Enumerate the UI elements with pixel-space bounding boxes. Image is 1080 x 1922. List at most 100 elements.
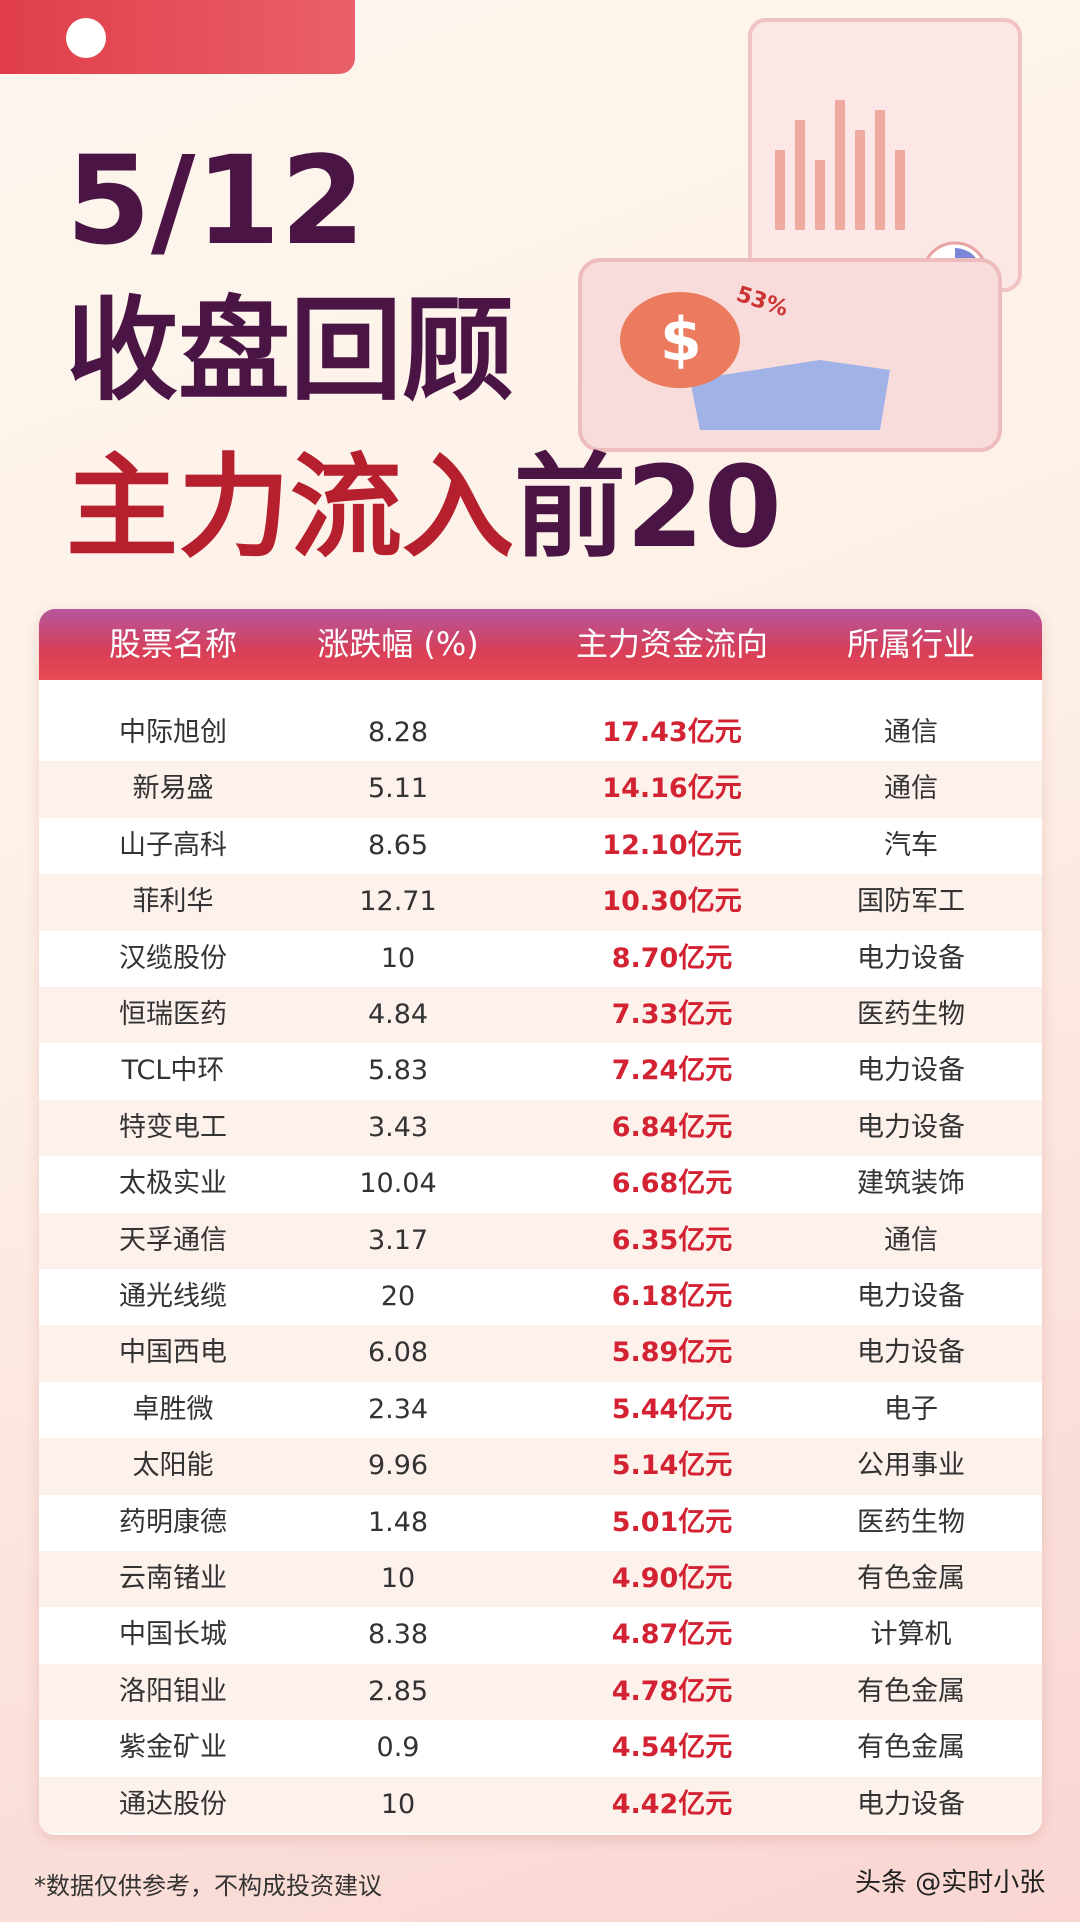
industry: 电力设备 xyxy=(857,942,965,974)
change-pct: 8.65 xyxy=(367,829,429,861)
table-header: 股票名称 涨跌幅 (%) 主力资金流向 所属行业 xyxy=(39,609,1042,680)
capital-flow: 6.35亿元 xyxy=(611,1224,733,1256)
stock-name: TCL中环 xyxy=(121,1055,225,1087)
stock-name: 新易盛 xyxy=(132,773,214,805)
stock-name: 洛阳钼业 xyxy=(119,1675,227,1707)
table-row: 汉缆股份 10 8.70亿元 电力设备 xyxy=(39,931,1042,987)
industry: 公用事业 xyxy=(857,1450,965,1482)
change-pct: 5.11 xyxy=(367,773,429,805)
industry: 有色金属 xyxy=(857,1732,965,1764)
capital-flow: 5.44亿元 xyxy=(611,1393,733,1425)
stock-name: 卓胜微 xyxy=(132,1393,214,1425)
change-pct: 9.96 xyxy=(367,1450,429,1482)
table-row: 洛阳钼业 2.85 4.78亿元 有色金属 xyxy=(39,1663,1042,1721)
stock-name: 中国西电 xyxy=(119,1337,227,1369)
table-row: 特变电工 3.43 6.84亿元 电力设备 xyxy=(39,1099,1042,1157)
disclaimer: *数据仅供参考，不构成投资建议 xyxy=(34,1872,382,1900)
stock-name: 天孚通信 xyxy=(119,1224,227,1256)
table-row: 新易盛 5.11 14.16亿元 通信 xyxy=(39,761,1042,818)
table-row: 卓胜微 2.34 5.44亿元 电子 xyxy=(39,1382,1042,1438)
table-row: 中际旭创 8.28 17.43亿元 通信 xyxy=(39,705,1042,761)
capital-flow: 17.43亿元 xyxy=(602,717,742,748)
subtitle: 主力流入前20 xyxy=(66,452,782,564)
table-row: 云南锗业 10 4.90亿元 有色金属 xyxy=(39,1551,1042,1608)
illustration-bars xyxy=(775,100,905,230)
change-pct: 2.85 xyxy=(367,1675,429,1707)
industry: 通信 xyxy=(884,773,938,805)
stock-name: 通光线缆 xyxy=(119,1281,227,1312)
capital-flow: 12.10亿元 xyxy=(602,829,742,861)
change-pct: 20 xyxy=(380,1281,416,1312)
subtitle-dark: 前20 xyxy=(514,443,782,573)
table-row: 通光线缆 20 6.18亿元 电力设备 xyxy=(39,1269,1042,1325)
change-pct: 0.9 xyxy=(376,1732,420,1764)
title: 收盘回顾 xyxy=(66,286,514,416)
industry: 汽车 xyxy=(884,829,938,861)
stock-name: 菲利华 xyxy=(132,886,214,918)
capital-flow: 4.78亿元 xyxy=(611,1675,733,1707)
table-row: 中国西电 6.08 5.89亿元 电力设备 xyxy=(39,1325,1042,1382)
capital-flow: 5.89亿元 xyxy=(611,1337,733,1369)
date: 5/12 xyxy=(66,130,366,272)
change-pct: 6.08 xyxy=(367,1337,429,1369)
industry: 电力设备 xyxy=(857,1111,965,1143)
table-row: 药明康德 1.48 5.01亿元 医药生物 xyxy=(39,1495,1042,1551)
capital-flow: 7.33亿元 xyxy=(611,999,733,1030)
industry: 电力设备 xyxy=(857,1055,965,1087)
capital-flow: 8.70亿元 xyxy=(611,942,733,974)
change-pct: 10.04 xyxy=(359,1168,437,1200)
industry: 计算机 xyxy=(870,1619,952,1651)
industry: 有色金属 xyxy=(857,1675,965,1707)
stock-name: 太极实业 xyxy=(119,1168,227,1200)
table-row: 恒瑞医药 4.84 7.33亿元 医药生物 xyxy=(39,987,1042,1044)
capital-flow: 4.42亿元 xyxy=(611,1788,733,1820)
change-pct: 8.28 xyxy=(367,717,429,748)
change-pct: 3.17 xyxy=(367,1224,429,1256)
industry: 有色金属 xyxy=(857,1563,965,1594)
table-row: 山子高科 8.65 12.10亿元 汽车 xyxy=(39,818,1042,874)
industry: 建筑装饰 xyxy=(857,1168,965,1200)
change-pct: 1.48 xyxy=(367,1506,429,1538)
stock-name: 药明康德 xyxy=(119,1506,227,1538)
column-header: 涨跌幅 (%) xyxy=(317,625,479,663)
industry: 电力设备 xyxy=(857,1337,965,1369)
capital-flow: 10.30亿元 xyxy=(602,886,742,918)
table-row: 通达股份 10 4.42亿元 电力设备 xyxy=(39,1776,1042,1833)
stock-name: 太阳能 xyxy=(132,1450,214,1482)
stock-name: 恒瑞医药 xyxy=(119,999,227,1030)
stock-name: 山子高科 xyxy=(119,829,227,861)
capital-flow: 14.16亿元 xyxy=(602,773,742,805)
column-header: 主力资金流向 xyxy=(575,625,768,663)
watermark: 头条 @实时小张 xyxy=(855,1868,1046,1898)
table-row: TCL中环 5.83 7.24亿元 电力设备 xyxy=(39,1043,1042,1099)
column-header: 股票名称 xyxy=(108,625,237,663)
top-banner xyxy=(0,0,355,74)
table-row: 太阳能 9.96 5.14亿元 公用事业 xyxy=(39,1438,1042,1495)
stock-name: 中际旭创 xyxy=(119,717,227,748)
capital-flow: 5.01亿元 xyxy=(611,1506,733,1538)
table-row: 太极实业 10.04 6.68亿元 建筑装饰 xyxy=(39,1156,1042,1212)
change-pct: 3.43 xyxy=(367,1111,429,1143)
subtitle-red: 主力流入 xyxy=(66,443,514,573)
industry: 电力设备 xyxy=(857,1788,965,1820)
stock-name: 紫金矿业 xyxy=(119,1732,227,1764)
capital-flow: 4.54亿元 xyxy=(611,1732,733,1764)
change-pct: 12.71 xyxy=(359,886,437,918)
illustration-chart xyxy=(690,360,890,430)
industry: 电力设备 xyxy=(857,1281,965,1312)
change-pct: 10 xyxy=(380,1788,416,1820)
capital-flow: 7.24亿元 xyxy=(611,1055,733,1087)
industry: 医药生物 xyxy=(857,1506,965,1538)
stock-name: 汉缆股份 xyxy=(119,942,227,974)
capital-flow: 6.84亿元 xyxy=(611,1111,733,1143)
change-pct: 5.83 xyxy=(367,1055,429,1087)
stock-name: 特变电工 xyxy=(119,1111,227,1143)
industry: 医药生物 xyxy=(857,999,965,1030)
capital-flow: 6.68亿元 xyxy=(611,1168,733,1200)
stock-name: 通达股份 xyxy=(119,1788,227,1820)
table: 股票名称 涨跌幅 (%) 主力资金流向 所属行业 中际旭创 8.28 17.43亿元 通信新… xyxy=(39,609,1042,1835)
stock-name: 中国长城 xyxy=(119,1619,227,1651)
change-pct: 10 xyxy=(380,942,416,974)
capital-flow: 5.14亿元 xyxy=(611,1450,733,1482)
